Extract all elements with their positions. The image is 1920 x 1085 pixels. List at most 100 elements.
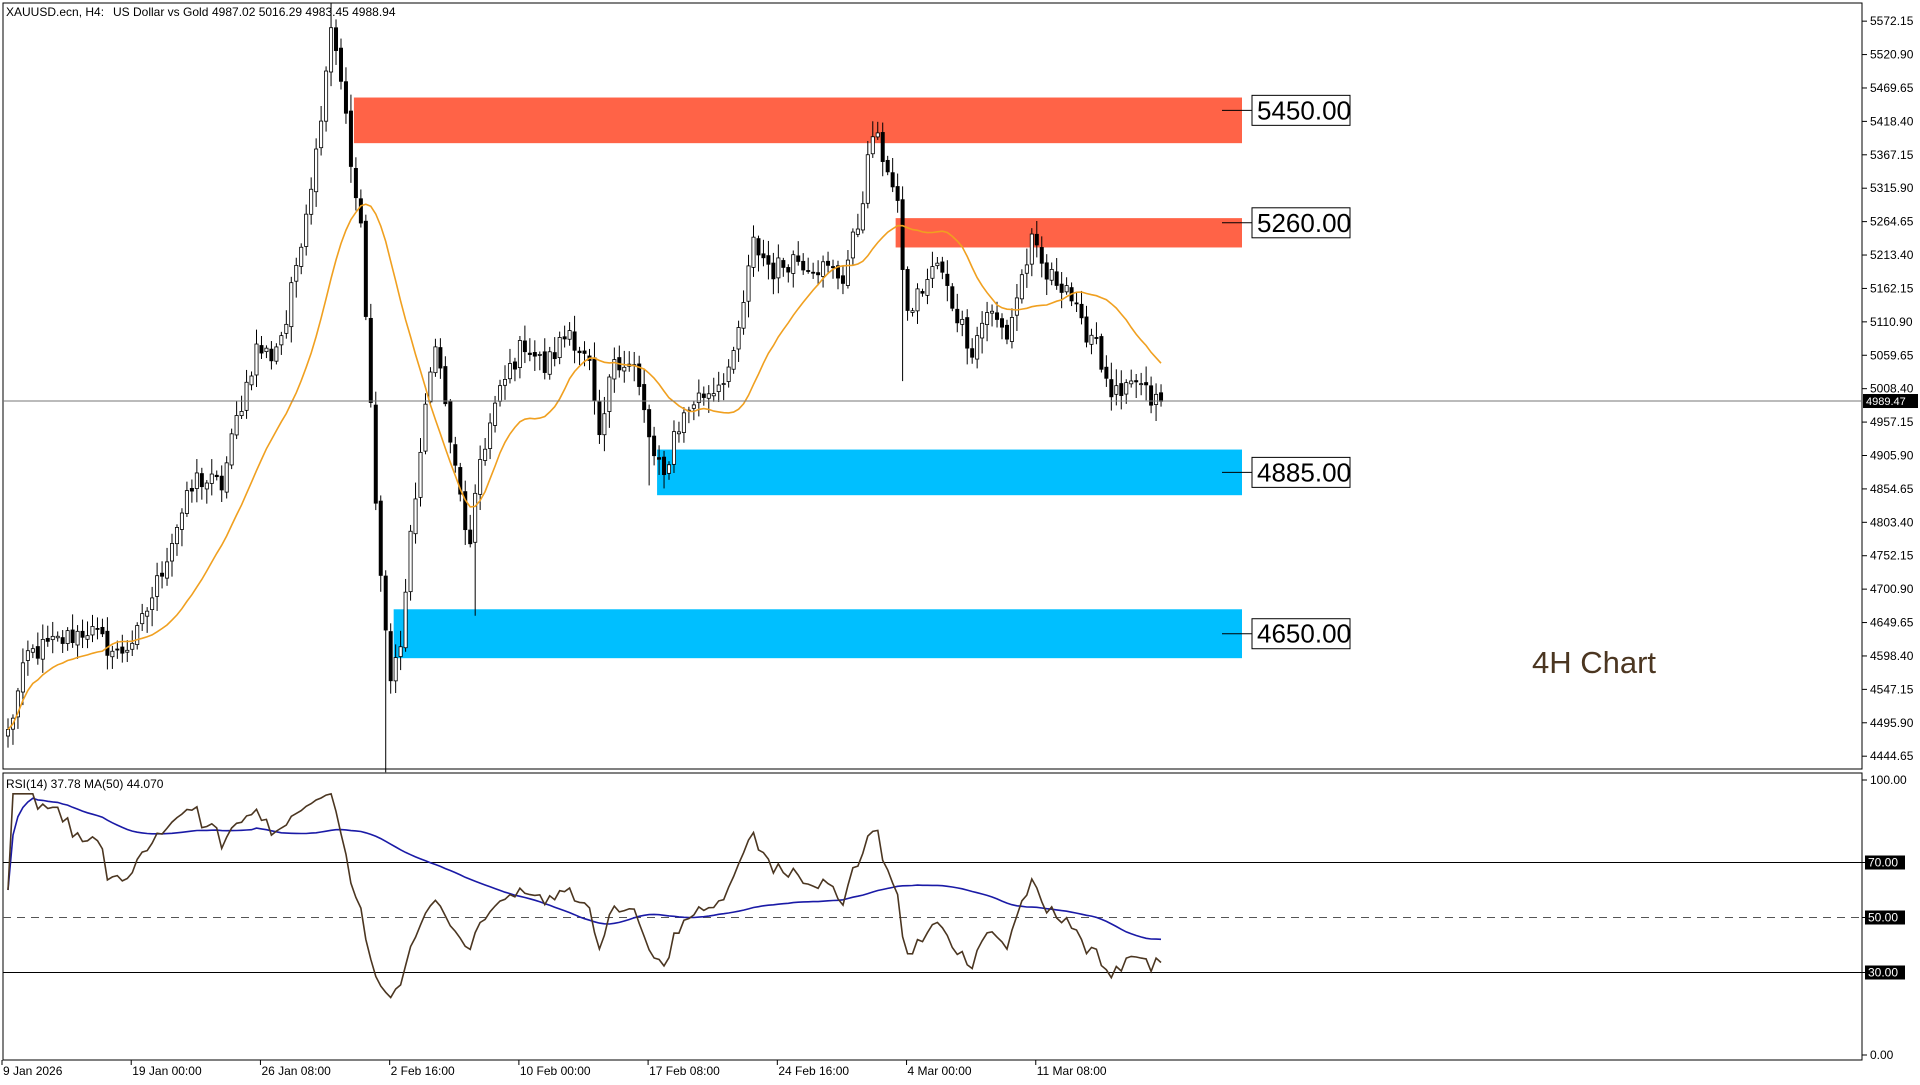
price-tick-label: 4854.65: [1870, 482, 1914, 496]
candle: [776, 244, 781, 294]
ma-line: [7, 203, 1162, 731]
candle: [398, 630, 403, 671]
price-tick-label: 4649.65: [1870, 616, 1914, 630]
candle: [657, 445, 662, 475]
candle: [30, 644, 35, 659]
candle: [691, 400, 696, 421]
candle: [209, 459, 214, 496]
candle: [338, 38, 343, 90]
candle: [388, 623, 393, 694]
price-zone: [657, 449, 1242, 496]
candle: [1034, 220, 1039, 258]
candle: [995, 301, 1000, 328]
candle: [980, 311, 985, 354]
candle: [542, 338, 547, 380]
candle: [517, 335, 522, 379]
candle: [771, 252, 776, 295]
candle: [736, 320, 741, 362]
candle: [428, 367, 433, 405]
candle: [493, 395, 498, 433]
candle: [204, 480, 209, 504]
price-tick-label: 4905.90: [1870, 448, 1914, 462]
candle: [214, 470, 219, 481]
candle: [1029, 228, 1034, 277]
candle: [676, 421, 681, 443]
candle: [458, 462, 463, 502]
candle: [150, 586, 155, 627]
candle: [761, 239, 766, 267]
candle: [642, 368, 647, 423]
candle: [527, 338, 532, 362]
zone-label: 5260.00: [1257, 208, 1351, 238]
candle: [423, 393, 428, 455]
price-tick-label: 5315.90: [1870, 181, 1914, 195]
candle: [194, 459, 199, 503]
candle: [403, 578, 408, 652]
candle: [453, 436, 458, 473]
candle: [647, 404, 652, 486]
candle: [319, 105, 324, 156]
candle: [721, 373, 726, 401]
candle: [120, 634, 125, 663]
time-tick-label: 24 Feb 16:00: [778, 1064, 849, 1078]
candle: [100, 618, 105, 638]
candle: [284, 310, 289, 339]
rsi-tick-label: 30.00: [1868, 966, 1898, 980]
candle: [975, 326, 980, 369]
zone-label: 4885.00: [1257, 457, 1351, 487]
candle: [1049, 262, 1054, 286]
candle: [567, 322, 572, 346]
candle: [368, 303, 373, 408]
candle: [572, 315, 577, 364]
candle: [254, 329, 259, 387]
candle: [1079, 290, 1084, 325]
candle: [1139, 372, 1144, 396]
candle: [910, 307, 915, 317]
candle: [463, 480, 468, 545]
candle: [65, 627, 70, 651]
price-tick-label: 5520.90: [1870, 48, 1914, 62]
candle: [890, 157, 895, 193]
candle: [438, 338, 443, 379]
candle: [512, 357, 517, 382]
candle: [125, 640, 130, 663]
candle: [791, 250, 796, 288]
candle: [840, 265, 845, 295]
candle: [309, 177, 314, 225]
candle: [622, 350, 627, 383]
candle: [1159, 384, 1164, 407]
candle: [199, 467, 204, 500]
rsi-line: [7, 792, 1162, 999]
candle: [507, 348, 512, 384]
candle: [781, 257, 786, 277]
candle: [304, 204, 309, 256]
candle: [259, 335, 264, 359]
candle: [334, 19, 339, 65]
candle: [289, 276, 294, 343]
candle: [835, 260, 840, 290]
zone-labels-layer: 5450.00 5260.00 4885.00 4650.00: [1222, 94, 1351, 650]
candle: [1114, 369, 1119, 406]
candle: [796, 241, 801, 266]
candle: [1074, 292, 1079, 312]
candle: [870, 121, 875, 158]
candle: [383, 570, 388, 773]
rsi-levels-layer: [3, 862, 1862, 973]
candle: [1154, 383, 1159, 422]
candle: [45, 625, 50, 647]
candle: [483, 438, 488, 466]
price-tick-label: 5469.65: [1870, 81, 1914, 95]
candle: [1000, 313, 1005, 340]
candle: [806, 257, 811, 274]
moving-average-layer: [7, 203, 1162, 731]
price-tick-label: 5059.65: [1870, 348, 1914, 362]
candle: [294, 257, 299, 298]
candle: [662, 450, 667, 489]
candle: [90, 614, 95, 643]
candle: [239, 395, 244, 419]
candle: [880, 122, 885, 177]
price-tick-label: 5418.40: [1870, 114, 1914, 128]
candle: [850, 228, 855, 265]
candle: [562, 325, 567, 348]
